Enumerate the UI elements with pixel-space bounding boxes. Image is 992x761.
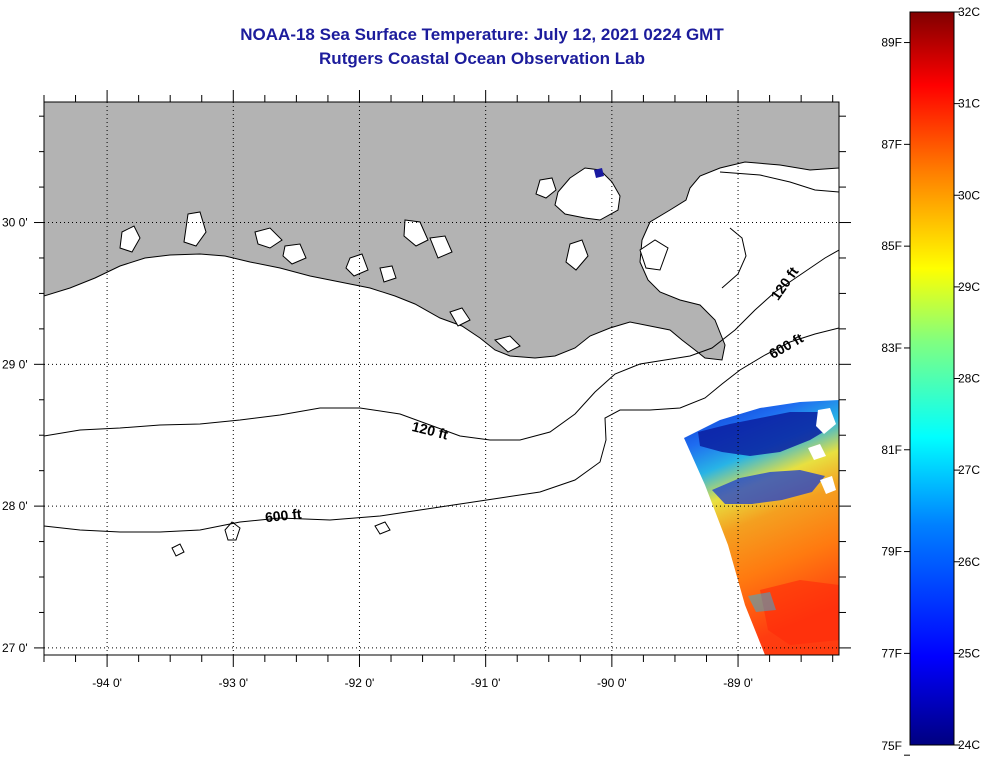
inland-lake (183, 211, 207, 247)
contour-label: 120 ft (767, 264, 801, 303)
lat-tick-label: 29 0' (2, 357, 28, 371)
contour-120ft (44, 249, 839, 441)
inland-lake (565, 239, 589, 271)
contour-120ft-inner (721, 227, 747, 289)
inland-lake (403, 219, 429, 247)
small-blue-lake (594, 168, 604, 178)
contour-600ft-loop (171, 543, 185, 557)
inland-lake (429, 235, 453, 259)
lat-tick-label: 28 0' (2, 499, 28, 513)
contour-label: 600 ft (264, 505, 302, 525)
colorbar-label-c: 29C (958, 280, 980, 294)
lon-tick-label: -94 0' (92, 676, 122, 690)
lon-tick-label: -93 0' (218, 676, 248, 690)
colorbar-label-f: 77F (881, 646, 902, 660)
contour-600ft-loop (374, 521, 391, 535)
colorbar-label-f: 85F (881, 239, 902, 253)
sst-swath (684, 400, 839, 655)
inland-lake (493, 335, 521, 353)
contour-600ft-loop (224, 521, 241, 541)
lat-tick-label: 27 0' (2, 641, 28, 655)
colorbar-label-f: 79F (881, 545, 902, 559)
contour-600ft (44, 327, 839, 533)
lat-tick-label: 30 0' (2, 216, 28, 230)
colorbar (909, 11, 955, 746)
colorbar-label-c: 30C (958, 188, 980, 202)
chart-title: NOAA-18 Sea Surface Temperature: July 12… (240, 25, 724, 44)
lon-tick-label: -89 0' (723, 676, 753, 690)
colorbar-label-f: 87F (881, 137, 902, 151)
colorbar-label-c: 26C (958, 555, 980, 569)
inland-lake (379, 265, 397, 283)
colorbar-label-f: 75F (881, 739, 902, 753)
map-frame (43, 101, 840, 656)
inland-lake (282, 243, 307, 265)
colorbar-label-c: 25C (958, 646, 980, 660)
colorbar-label-f: 89F (881, 36, 902, 50)
inland-lake (535, 177, 557, 199)
lon-tick-label: -92 0' (345, 676, 375, 690)
contour-120ft-upper (719, 171, 839, 193)
inland-lake (449, 307, 471, 327)
colorbar-label-c: 32C (958, 5, 980, 19)
colorbar-label-f: 83F (881, 341, 902, 355)
contour-label: 120 ft (410, 418, 450, 442)
lon-tick-label: -90 0' (597, 676, 627, 690)
chart-subtitle: Rutgers Coastal Ocean Observation Lab (319, 49, 645, 68)
contour-label: 600 ft (766, 330, 806, 362)
colorbar-label-c: 28C (958, 372, 980, 386)
inland-lake (119, 225, 141, 253)
colorbar-label-c: 31C (958, 97, 980, 111)
lon-tick-label: -91 0' (471, 676, 501, 690)
land-mass (44, 102, 839, 361)
colorbar-label-c: 27C (958, 463, 980, 477)
inland-lake (254, 227, 283, 249)
inland-lake (345, 253, 369, 277)
colorbar-label-c: 24C (958, 738, 980, 752)
inland-lake (639, 239, 669, 271)
colorbar-label-f: 81F (881, 443, 902, 457)
